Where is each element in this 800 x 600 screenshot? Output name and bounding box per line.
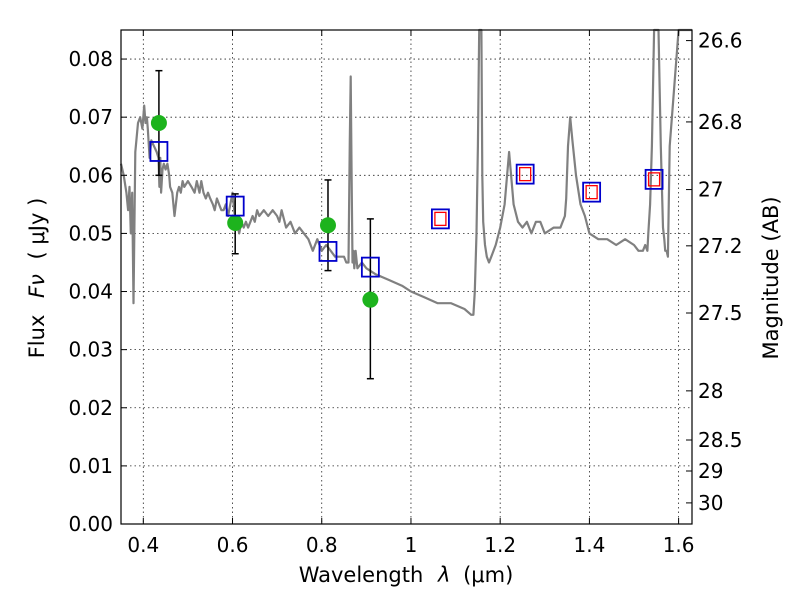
- model-box-inner: [585, 184, 598, 200]
- y-tick-label: 0.07: [68, 105, 113, 129]
- y-axis-title-symbol: Fν: [25, 274, 49, 298]
- y-tick-label: 0.01: [68, 454, 113, 478]
- observed-point: [319, 217, 336, 234]
- error-bars-layer: [155, 69, 374, 380]
- y2-tick-label: 26.6: [698, 29, 743, 53]
- y2-tick-label: 28: [698, 379, 723, 403]
- x-axis-title-unit: (μm): [463, 563, 513, 587]
- model-box-inner: [434, 211, 447, 227]
- y-tick-label: 0.04: [68, 280, 113, 304]
- model-box: [582, 181, 602, 203]
- x-axis-title: Wavelength λ (μm): [299, 563, 514, 587]
- y-tick-label: 0.03: [68, 338, 113, 362]
- sed-curve-layer: [119, 28, 692, 316]
- y-tick-label: 0.08: [68, 47, 113, 71]
- sed-curve-line: [119, 28, 692, 316]
- observed-point: [150, 114, 167, 131]
- x-tick-labels: 0.4 0.6 0.8 1 1.2 1.4 1.6: [127, 533, 694, 557]
- y-tick-label: 0.02: [68, 396, 113, 420]
- y-axis-title: Flux Fν ( μJy ): [25, 198, 49, 359]
- x-axis-title-text: Wavelength: [299, 563, 424, 587]
- model-box: [318, 241, 338, 262]
- observed-points-layer: [150, 114, 379, 308]
- y2-tick-label: 30: [698, 491, 723, 515]
- x-axis-title-symbol: λ: [437, 563, 450, 587]
- y2-tick-label: 28.5: [698, 428, 743, 452]
- x-tick-label: 0.4: [127, 533, 159, 557]
- model-box: [515, 163, 535, 185]
- observed-point: [362, 291, 379, 308]
- y-tick-label: 0.06: [68, 163, 113, 187]
- model-box: [225, 195, 245, 217]
- tick-marks: [121, 30, 692, 525]
- x-tick-label: 1.6: [663, 533, 695, 557]
- y-tick-label: 0.00: [68, 512, 113, 536]
- y-axis-title-text: Flux: [25, 315, 49, 359]
- y2-axis-title: Magnitude (AB): [759, 196, 783, 359]
- y2-tick-labels: 26.6 26.8 27 27.2 27.5 28 28.5 29 30: [698, 29, 743, 515]
- y2-tick-label: 27: [698, 178, 723, 202]
- x-tick-label: 0.8: [306, 533, 338, 557]
- model-box: [360, 256, 380, 278]
- model-box: [644, 168, 664, 190]
- x-tick-label: 0.6: [217, 533, 249, 557]
- model-boxes-layer: [149, 141, 664, 278]
- y2-tick-label: 27.5: [698, 301, 743, 325]
- y2-tick-label: 29: [698, 459, 723, 483]
- y-axis-title-unit: ( μJy ): [25, 198, 49, 260]
- model-box: [149, 141, 169, 162]
- y2-tick-label: 27.2: [698, 234, 743, 258]
- observed-point: [227, 214, 244, 231]
- x-tick-label: 1: [405, 533, 418, 557]
- model-box-inner: [519, 166, 532, 182]
- x-tick-label: 1.4: [573, 533, 605, 557]
- model-box-inner: [647, 172, 661, 187]
- model-box: [431, 208, 450, 230]
- x-tick-label: 1.2: [484, 533, 516, 557]
- grid-lines: [121, 30, 692, 524]
- plot-frame: [120, 29, 693, 525]
- y-tick-label: 0.05: [68, 221, 113, 245]
- y-tick-labels: 0.00 0.01 0.02 0.03 0.04 0.05 0.06 0.07 0.08: [68, 47, 113, 536]
- y2-tick-label: 26.8: [698, 110, 743, 134]
